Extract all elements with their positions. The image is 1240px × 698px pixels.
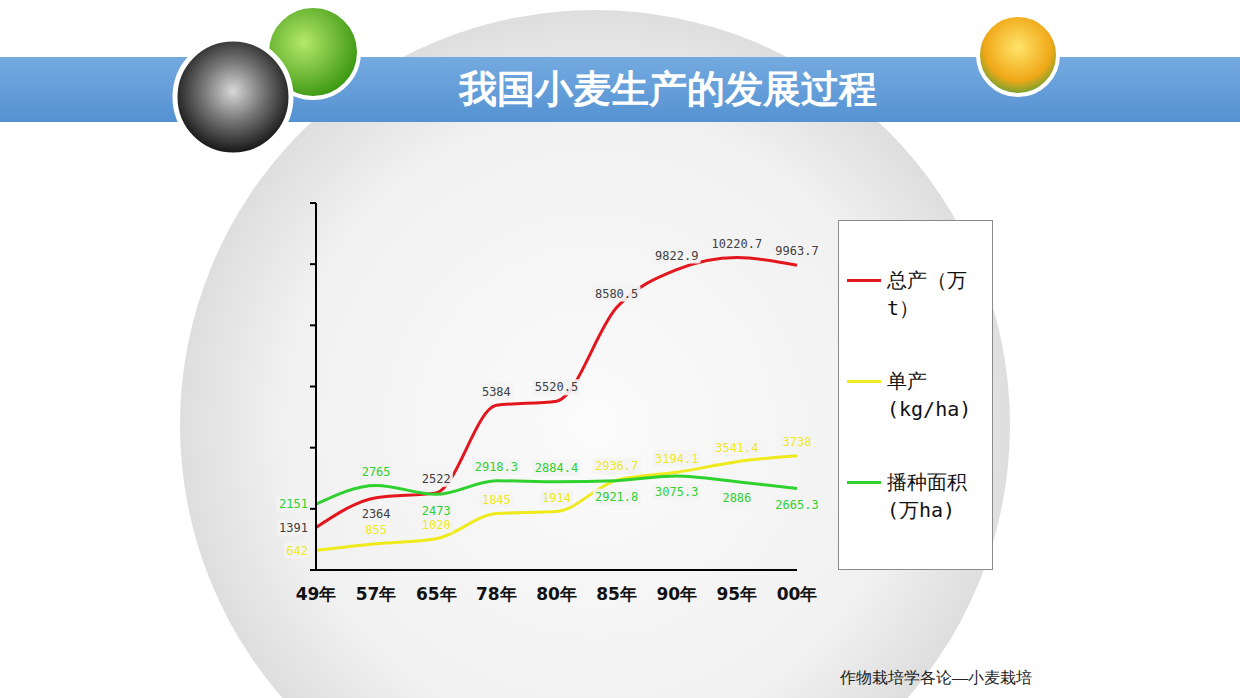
svg-text:3075.3: 3075.3 [655, 485, 698, 499]
svg-text:80年: 80年 [536, 584, 577, 604]
svg-text:5520.5: 5520.5 [535, 380, 578, 394]
svg-text:85年: 85年 [596, 584, 637, 604]
svg-text:2473: 2473 [422, 504, 451, 518]
svg-text:2765: 2765 [362, 465, 391, 479]
svg-text:2364: 2364 [362, 507, 391, 521]
html-text:总产（万t）: 总产（万t） [887, 268, 967, 320]
svg-text:2665.3: 2665.3 [775, 498, 818, 512]
svg-text:8580.5: 8580.5 [595, 287, 638, 301]
svg-text:2884.4: 2884.4 [535, 461, 578, 475]
svg-text:90年: 90年 [656, 584, 697, 604]
svg-text:1391: 1391 [279, 521, 308, 535]
svg-text:642: 642 [286, 544, 308, 558]
svg-text:9963.7: 9963.7 [775, 244, 818, 258]
svg-text:3194.1: 3194.1 [655, 452, 698, 466]
svg-text:78年: 78年 [476, 584, 517, 604]
svg-text:855: 855 [365, 523, 387, 537]
svg-text:2151: 2151 [279, 497, 308, 511]
svg-text:3541.4: 3541.4 [715, 441, 758, 455]
svg-text:49年: 49年 [296, 584, 337, 604]
html-text:单产(kg/ha): 单产(kg/ha) [887, 369, 972, 421]
html-text:播种面积(万ha): 播种面积(万ha) [887, 470, 967, 522]
svg-text:57年: 57年 [356, 584, 397, 604]
html-text:我国小麦生产的发展过程: 我国小麦生产的发展过程 [459, 67, 877, 111]
svg-text:1845: 1845 [482, 493, 511, 507]
svg-text:95年: 95年 [717, 584, 758, 604]
svg-text:2936.7: 2936.7 [595, 459, 638, 473]
svg-text:9822.9: 9822.9 [655, 249, 698, 263]
svg-text:2921.8: 2921.8 [595, 490, 638, 504]
svg-text:1020: 1020 [422, 518, 451, 532]
svg-text:5384: 5384 [482, 385, 511, 399]
svg-text:2886: 2886 [722, 491, 751, 505]
svg-text:00年: 00年 [777, 584, 818, 604]
svg-text:3738: 3738 [783, 435, 812, 449]
svg-text:10220.7: 10220.7 [712, 237, 763, 251]
svg-text:1914: 1914 [542, 491, 571, 505]
svg-text:65年: 65年 [416, 584, 457, 604]
svg-text:2522: 2522 [422, 472, 451, 486]
html-text:作物栽培学各论—小麦栽培: 作物栽培学各论—小麦栽培 [840, 669, 1032, 686]
svg-text:2918.3: 2918.3 [475, 460, 518, 474]
